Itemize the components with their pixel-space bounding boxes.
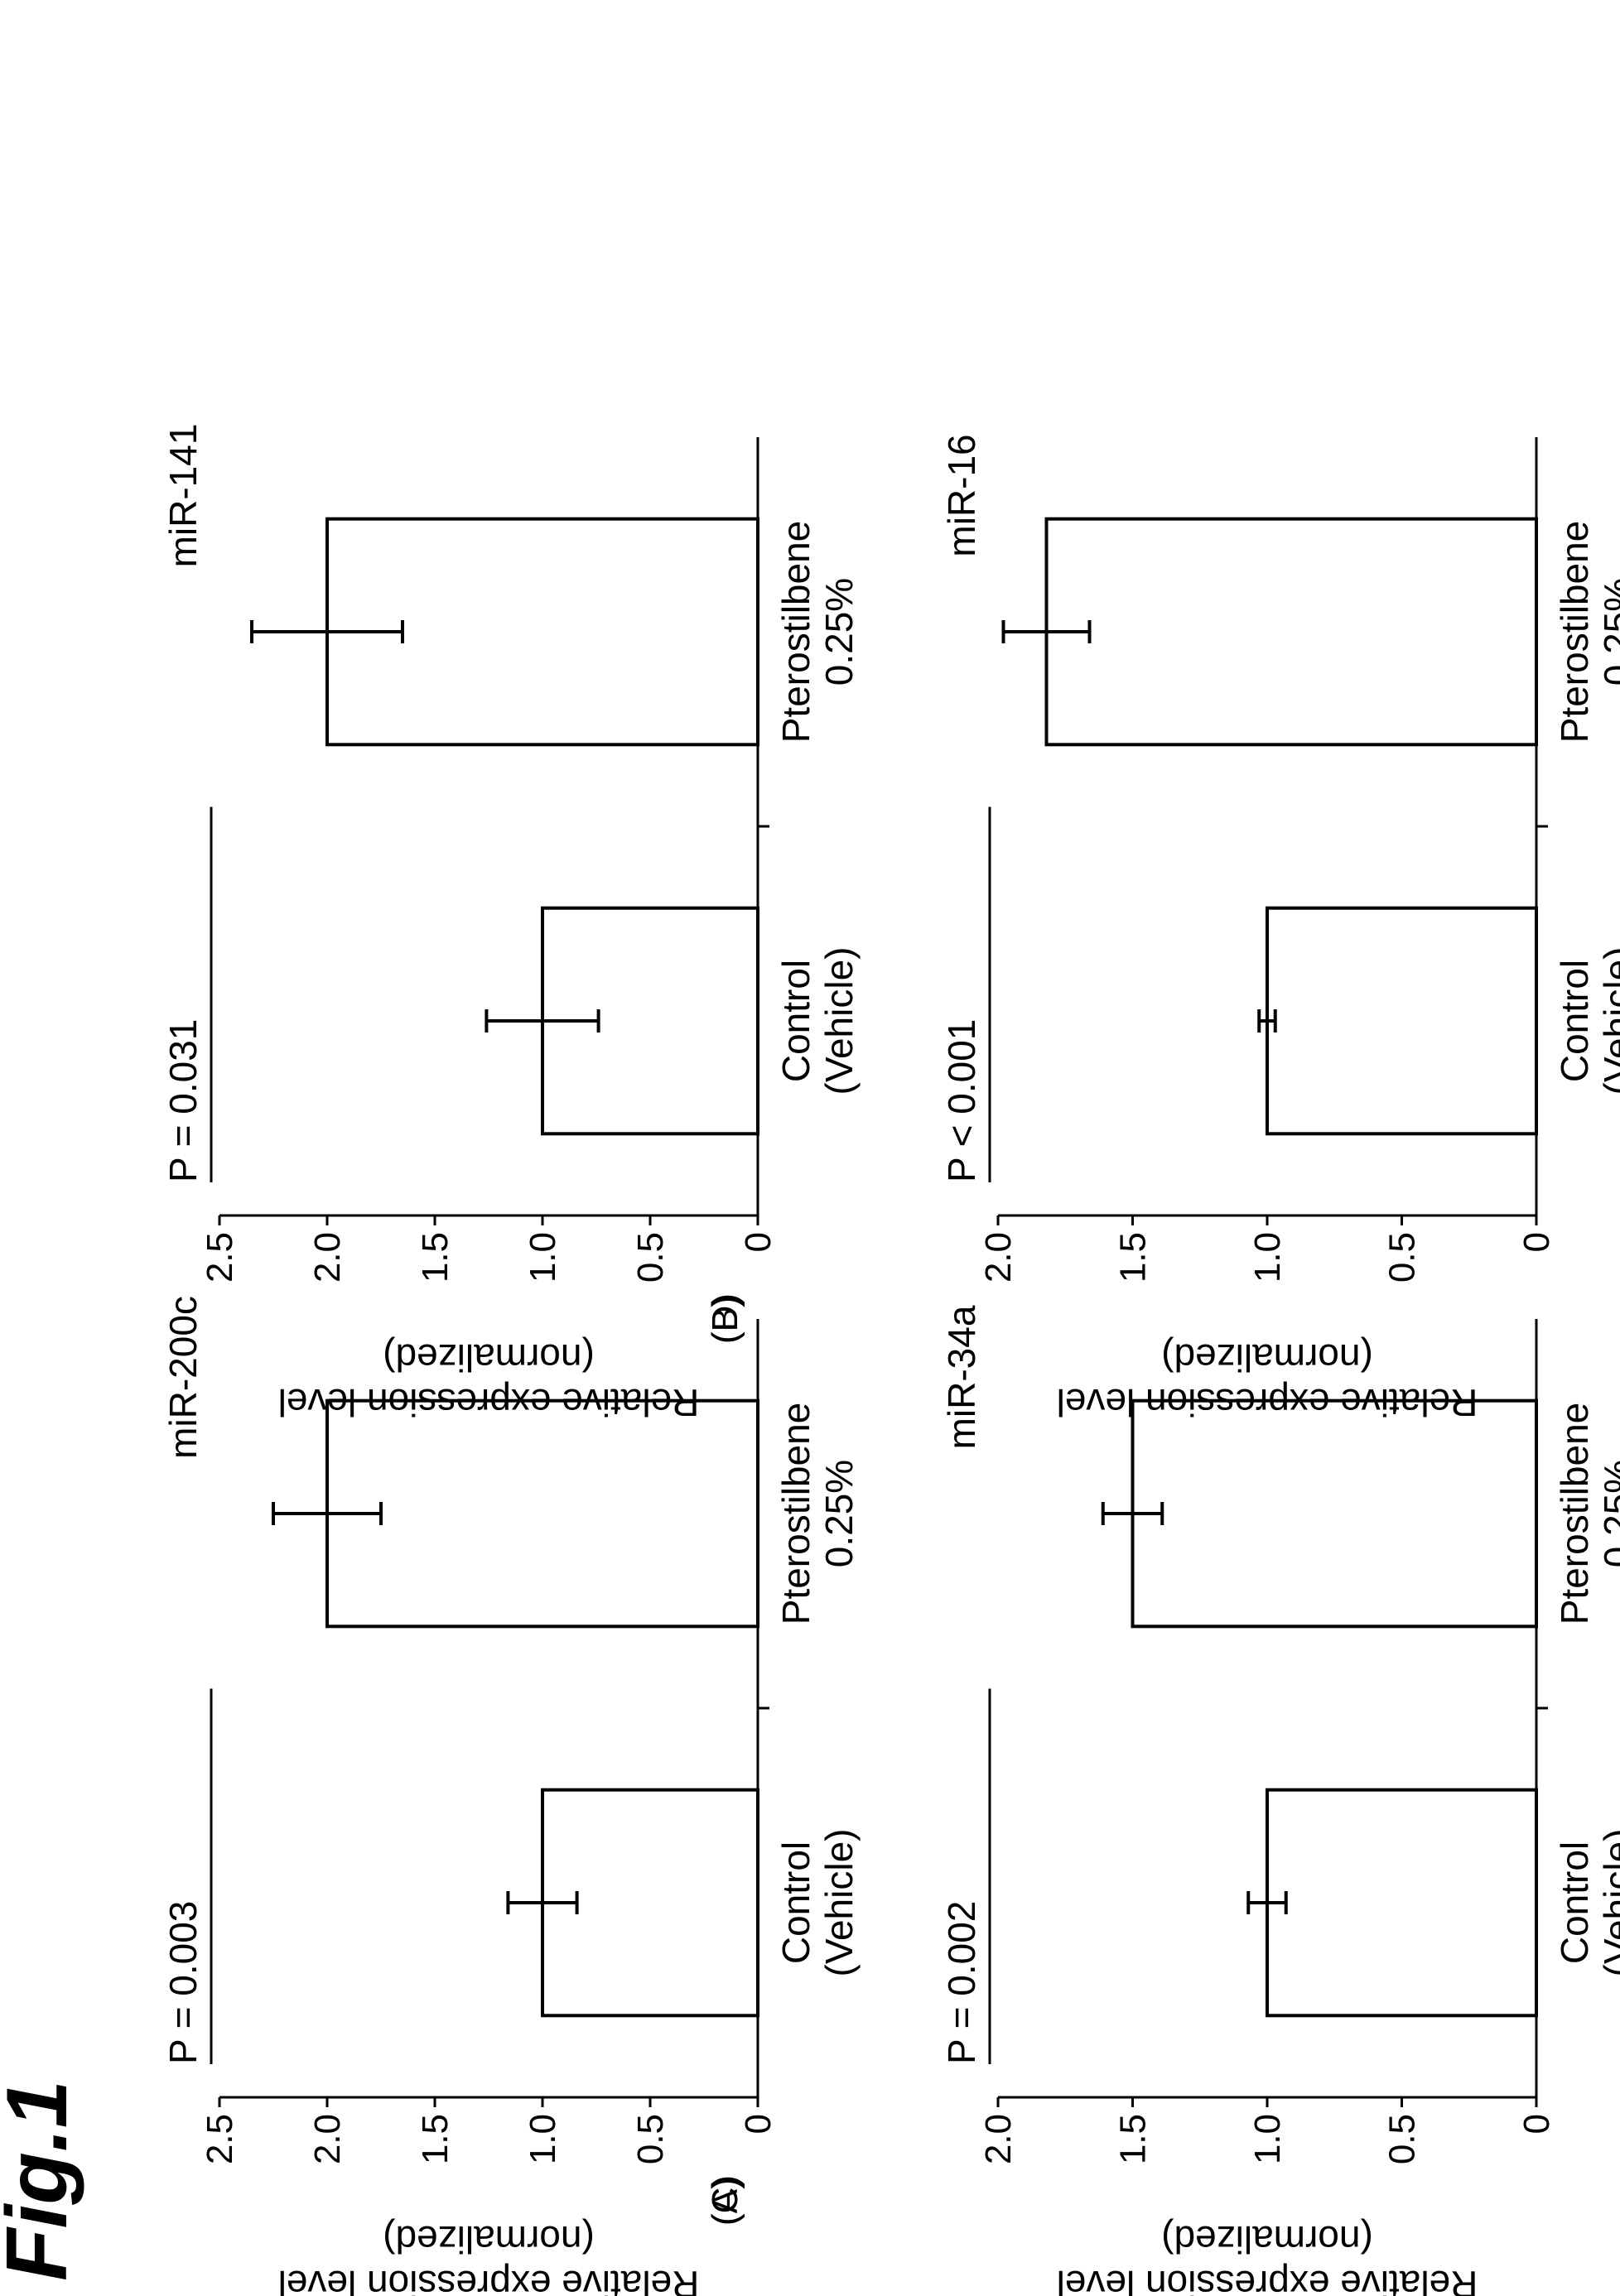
category-label-line: Pterostilbene bbox=[1553, 1403, 1596, 1625]
chart-area: 0 0.5 1.0 1.5 2.0 2.5 Relative expression leve… bbox=[162, 1296, 861, 2296]
category-label: Control(Vehicle) bbox=[1553, 947, 1620, 1095]
category-label: Control(Vehicle) bbox=[774, 947, 861, 1095]
y-axis-label: Relative expression level(normalized) bbox=[1057, 1336, 1478, 1424]
series-name: miR-141 bbox=[162, 424, 205, 568]
y-tick-label: 1.0 bbox=[1247, 2114, 1288, 2164]
category-label: Pterostilbene0.25% bbox=[1553, 1403, 1620, 1625]
y-axis-label-line: Relative expression level bbox=[278, 1381, 700, 1424]
pvalue-text: P < 0.001 bbox=[940, 1019, 983, 1182]
y-axis-label-line: (normalized) bbox=[383, 1336, 595, 1379]
chart-area: 0 0.5 1.0 1.5 2.0 2.5 Relative expression leve… bbox=[162, 424, 861, 1424]
pvalue-text: P = 0.031 bbox=[162, 1019, 205, 1182]
y-tick-label: 0 bbox=[738, 1232, 779, 1252]
panel-label: (B) bbox=[705, 1295, 745, 1344]
panel-label: (D) bbox=[705, 1293, 745, 1344]
category-label-line: (Vehicle) bbox=[1596, 947, 1620, 1095]
category-label-line: Pterostilbene bbox=[1553, 521, 1596, 744]
y-axis-label: Relative expression level(normalized) bbox=[278, 2218, 700, 2296]
y-tick-label: 2.0 bbox=[978, 2114, 1019, 2164]
y-tick-label: 0.5 bbox=[630, 2114, 671, 2164]
y-axis-label-line: Relative expression level bbox=[1057, 2263, 1478, 2296]
category-label-line: 0.25% bbox=[817, 1460, 861, 1567]
category-label-line: Pterostilbene bbox=[774, 1403, 817, 1625]
category-label-line: (Vehicle) bbox=[817, 1829, 861, 1977]
category-label-line: Control bbox=[774, 960, 817, 1082]
y-axis-label-line: Relative expression level bbox=[1057, 1381, 1478, 1424]
category-label-line: 0.25% bbox=[817, 578, 861, 686]
y-tick-label: 2.5 bbox=[200, 2114, 240, 2164]
y-axis-label: Relative expression level(normalized) bbox=[1057, 2218, 1478, 2296]
y-axis-label: Relative expression level(normalized) bbox=[278, 1336, 700, 1424]
y-tick-label: 2.0 bbox=[978, 1232, 1019, 1283]
chart-panel: 0 0.5 1.0 1.5 2.0 Relative expression level(n… bbox=[705, 434, 1620, 1424]
category-label-line: (Vehicle) bbox=[817, 947, 861, 1095]
category-label: Pterostilbene0.25% bbox=[774, 1403, 861, 1625]
y-axis-label-line: (normalized) bbox=[1161, 1336, 1373, 1379]
panel-label: (C) bbox=[705, 2175, 745, 2226]
category-label: Pterostilbene0.25% bbox=[1553, 521, 1620, 744]
y-tick-label: 2.5 bbox=[200, 1232, 240, 1283]
panel-label: (A) bbox=[705, 2177, 745, 2226]
y-tick-label: 1.5 bbox=[415, 1232, 456, 1283]
bar bbox=[1131, 1398, 1538, 1629]
category-label-line: Control bbox=[774, 1841, 817, 1964]
bar bbox=[325, 1398, 759, 1629]
y-tick-label: 1.5 bbox=[1113, 1232, 1154, 1283]
y-tick-label: 0.5 bbox=[630, 1232, 671, 1283]
y-tick-label: 0.5 bbox=[1382, 2114, 1423, 2164]
series-name: miR-200c bbox=[162, 1296, 205, 1459]
category-label: Control(Vehicle) bbox=[1553, 1829, 1620, 1977]
category-label-line: Pterostilbene bbox=[774, 521, 817, 744]
figure-title: Fig.1 bbox=[0, 2080, 85, 2281]
y-tick-label: 1.5 bbox=[1113, 2114, 1154, 2164]
category-label-line: 0.25% bbox=[1596, 578, 1620, 686]
category-label-line: Control bbox=[1553, 1841, 1596, 1964]
bar bbox=[1266, 906, 1538, 1136]
y-tick-label: 0 bbox=[738, 2114, 779, 2134]
category-label: Pterostilbene0.25% bbox=[774, 521, 861, 744]
chart-area: 0 0.5 1.0 1.5 2.0 Relative expression level(n… bbox=[940, 434, 1620, 1424]
category-label: Control(Vehicle) bbox=[774, 1829, 861, 1977]
y-axis-label-line: (normalized) bbox=[1161, 2218, 1373, 2261]
y-tick-label: 0 bbox=[1516, 1232, 1557, 1252]
pvalue-text: P = 0.002 bbox=[940, 1901, 983, 2064]
bar bbox=[1266, 1788, 1538, 2018]
y-axis-label-line: Relative expression level bbox=[278, 2263, 700, 2296]
y-tick-label: 1.5 bbox=[415, 2114, 456, 2164]
bar bbox=[1044, 517, 1538, 747]
category-label-line: (Vehicle) bbox=[1596, 1829, 1620, 1977]
category-label-line: 0.25% bbox=[1596, 1460, 1620, 1567]
series-name: miR-16 bbox=[940, 434, 983, 556]
y-tick-label: 2.0 bbox=[307, 1232, 348, 1283]
y-tick-label: 1.0 bbox=[523, 1232, 563, 1283]
y-axis-label-line: (normalized) bbox=[383, 2218, 595, 2261]
pvalue-text: P = 0.003 bbox=[162, 1901, 205, 2064]
series-name: miR-34a bbox=[940, 1305, 983, 1449]
chart-panel: 0 0.5 1.0 1.5 2.0 2.5 Relative expression leve… bbox=[162, 424, 861, 1424]
y-tick-label: 1.0 bbox=[523, 2114, 563, 2164]
y-tick-label: 1.0 bbox=[1247, 1232, 1288, 1283]
y-tick-label: 0 bbox=[1516, 2114, 1557, 2134]
y-tick-label: 2.0 bbox=[307, 2114, 348, 2164]
category-label-line: Control bbox=[1553, 960, 1596, 1082]
chart-panel: 0 0.5 1.0 1.5 2.0 2.5 Relative expression leve… bbox=[162, 1296, 861, 2296]
y-tick-label: 0.5 bbox=[1382, 1232, 1423, 1283]
